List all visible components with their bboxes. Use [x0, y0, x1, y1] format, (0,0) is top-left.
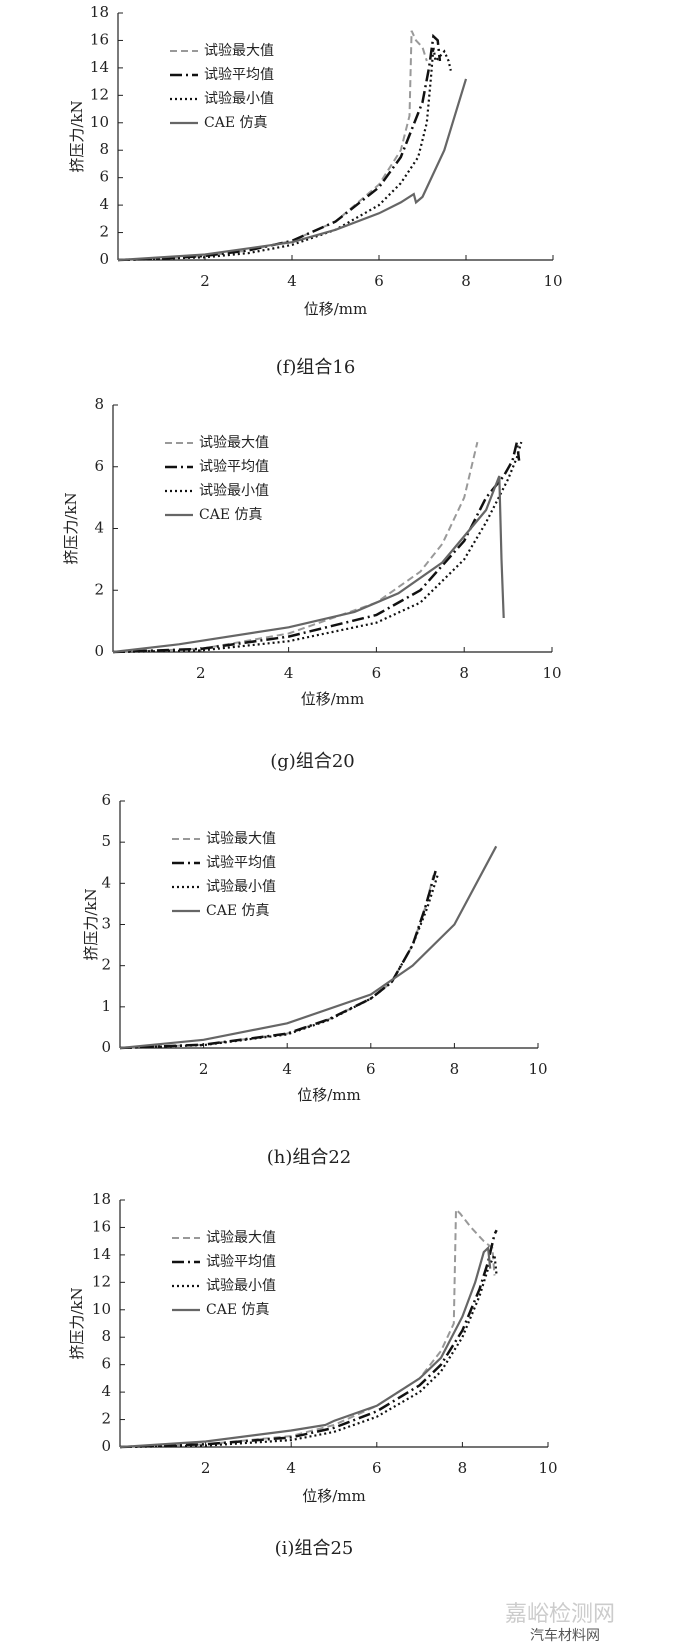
x-tick-label: 4: [282, 1060, 292, 1078]
series-line: [117, 30, 428, 261]
caption: (g)组合20: [270, 751, 354, 772]
x-axis-label: 位移/mm: [301, 690, 365, 708]
y-tick-label: 14: [90, 58, 109, 76]
y-tick-label: 2: [94, 580, 104, 598]
x-tick-label: 2: [200, 272, 210, 290]
y-tick-label: 2: [101, 956, 111, 974]
y-tick-label: 10: [92, 1300, 111, 1318]
y-tick-label: 14: [92, 1245, 111, 1263]
y-tick-label: 4: [94, 519, 104, 537]
y-tick-label: 6: [99, 168, 109, 186]
y-axis-label: 挤压力/kN: [68, 1287, 86, 1359]
legend-label: 试验平均值: [206, 855, 276, 871]
legend-label: CAE 仿真: [199, 507, 263, 523]
y-tick-label: 1: [101, 997, 111, 1015]
watermark: 汽车材料网: [530, 1627, 600, 1644]
y-tick-label: 6: [101, 791, 111, 809]
legend-label: 试验平均值: [199, 459, 269, 475]
y-tick-label: 18: [90, 3, 109, 21]
y-axis-label: 挤压力/kN: [68, 100, 86, 172]
x-tick-label: 2: [196, 664, 206, 682]
series-line: [117, 33, 442, 262]
legend-label: 试验平均值: [204, 67, 274, 83]
y-tick-label: 6: [101, 1355, 111, 1373]
series-line: [117, 47, 452, 262]
series-line: [119, 874, 439, 1050]
legend-label: 试验最大值: [206, 831, 276, 847]
series-line: [112, 441, 521, 654]
x-tick-label: 4: [287, 272, 297, 290]
series-line: [112, 441, 479, 653]
y-tick-label: 4: [101, 873, 111, 891]
series-line: [112, 441, 523, 654]
series-line: [119, 874, 435, 1049]
watermark: 嘉峪检测网: [505, 1602, 615, 1627]
x-tick-label: 6: [372, 1459, 382, 1477]
x-axis-label: 位移/mm: [302, 1487, 366, 1505]
y-tick-label: 18: [92, 1190, 111, 1208]
y-tick-label: 8: [101, 1327, 111, 1345]
series-line: [119, 1245, 492, 1449]
y-tick-label: 4: [99, 195, 109, 213]
x-tick-label: 10: [538, 1459, 557, 1477]
series-line: [119, 845, 498, 1050]
y-tick-label: 4: [101, 1382, 111, 1400]
legend-label: CAE 仿真: [204, 115, 268, 131]
legend-label: 试验最小值: [199, 483, 269, 499]
y-tick-label: 6: [94, 457, 104, 475]
legend-label: CAE 仿真: [206, 1302, 270, 1318]
series-line: [119, 1229, 498, 1449]
y-tick-label: 2: [99, 223, 109, 241]
y-tick-label: 2: [101, 1410, 111, 1428]
x-tick-label: 8: [458, 1459, 468, 1477]
y-axis-label: 挤压力/kN: [82, 888, 100, 960]
x-tick-label: 2: [199, 1060, 209, 1078]
series-line: [112, 475, 505, 654]
legend-label: 试验最大值: [204, 43, 274, 59]
series-line: [117, 78, 468, 262]
x-tick-label: 6: [372, 664, 382, 682]
legend-label: CAE 仿真: [206, 903, 270, 919]
y-tick-label: 3: [101, 915, 111, 933]
legend-label: 试验最小值: [206, 879, 276, 895]
y-tick-label: 12: [90, 85, 109, 103]
y-tick-label: 12: [92, 1272, 111, 1290]
x-tick-label: 4: [284, 664, 294, 682]
y-tick-label: 8: [99, 140, 109, 158]
x-tick-label: 6: [366, 1060, 376, 1078]
y-tick-label: 16: [90, 30, 109, 48]
y-tick-label: 0: [101, 1437, 111, 1455]
x-tick-label: 10: [542, 664, 561, 682]
y-axis-label: 挤压力/kN: [62, 492, 80, 564]
x-tick-label: 2: [201, 1459, 211, 1477]
x-tick-label: 10: [543, 272, 562, 290]
y-tick-label: 10: [90, 113, 109, 131]
x-axis-label: 位移/mm: [304, 300, 368, 318]
x-tick-label: 10: [528, 1060, 547, 1078]
y-tick-label: 0: [99, 250, 109, 268]
legend-label: 试验最大值: [206, 1230, 276, 1246]
x-tick-label: 8: [461, 272, 471, 290]
y-tick-label: 8: [94, 395, 104, 413]
caption: (i)组合25: [275, 1538, 354, 1559]
legend-label: 试验最小值: [206, 1278, 276, 1294]
y-tick-label: 16: [92, 1217, 111, 1235]
y-tick-label: 0: [101, 1038, 111, 1056]
x-axis-label: 位移/mm: [297, 1086, 361, 1104]
legend-label: 试验最大值: [199, 435, 269, 451]
x-tick-label: 6: [374, 272, 384, 290]
x-tick-label: 8: [459, 664, 469, 682]
legend-label: 试验最小值: [204, 91, 274, 107]
y-tick-label: 5: [101, 832, 111, 850]
series-line: [119, 870, 437, 1050]
legend-label: 试验平均值: [206, 1254, 276, 1270]
series-line: [119, 1207, 496, 1448]
x-tick-label: 8: [450, 1060, 460, 1078]
caption: (h)组合22: [267, 1147, 352, 1168]
caption: (f)组合16: [276, 357, 356, 378]
y-tick-label: 0: [94, 642, 104, 660]
x-tick-label: 4: [286, 1459, 296, 1477]
